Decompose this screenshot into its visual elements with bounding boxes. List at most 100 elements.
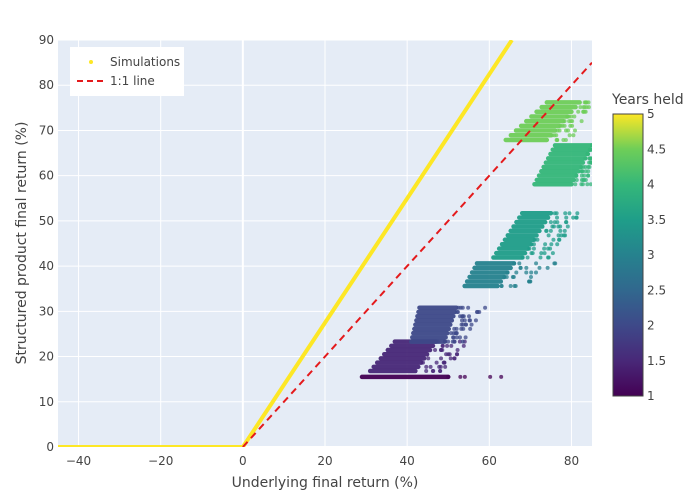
sim-point: [458, 374, 463, 379]
sim-point: [512, 261, 517, 266]
sim-point: [510, 274, 515, 279]
sim-point: [567, 211, 572, 216]
sim-point: [586, 169, 591, 174]
legend-label-simulations: Simulations: [110, 55, 180, 69]
sim-point: [558, 123, 563, 128]
sim-point: [579, 119, 584, 124]
sim-point: [499, 284, 504, 289]
colorbar-bar: [612, 113, 644, 397]
sim-point: [424, 364, 429, 369]
sim-point: [553, 261, 558, 266]
sim-point: [434, 360, 439, 365]
sim-point: [463, 322, 468, 327]
sim-point: [543, 242, 548, 247]
sim-point: [532, 237, 537, 242]
legend-label-one-to-one: 1:1 line: [110, 74, 155, 88]
sim-point: [558, 228, 563, 233]
sim-point: [437, 364, 442, 369]
sim-point: [581, 105, 586, 110]
legend: Simulations 1:1 line: [70, 47, 184, 96]
sim-point: [446, 374, 451, 379]
sim-point: [550, 224, 555, 229]
sim-point: [529, 251, 534, 256]
data-layer: [58, 40, 592, 447]
sim-point: [539, 251, 544, 256]
sim-point: [463, 335, 468, 340]
colorbar-tick-label: 1.5: [647, 354, 666, 368]
sim-point: [475, 309, 480, 314]
sim-point: [579, 164, 584, 169]
sim-point: [558, 224, 563, 229]
sim-point: [443, 364, 448, 369]
x-tick-labels: −40 −20 0 20 40 60 80: [66, 454, 579, 468]
sim-point: [449, 343, 454, 348]
sim-point: [552, 211, 557, 216]
x-tick-label: 20: [317, 454, 332, 468]
one-to-one-line: [242, 61, 592, 447]
sim-point: [546, 255, 551, 260]
sim-point: [461, 314, 466, 319]
sim-point: [448, 356, 453, 361]
y-tick-label: 80: [39, 78, 54, 92]
sim-point: [454, 331, 459, 336]
y-tick-label: 60: [39, 169, 54, 183]
sim-point: [589, 160, 592, 165]
sim-point: [473, 318, 478, 323]
sim-point: [456, 305, 461, 310]
colorbar-title: Years held: [611, 92, 684, 108]
sim-point: [548, 228, 553, 233]
colorbar-tick-label: 4.5: [647, 142, 666, 156]
x-tick-label: 60: [482, 454, 497, 468]
sim-point: [562, 123, 567, 128]
sim-point: [562, 119, 567, 124]
legend-box: [70, 47, 184, 96]
sim-point: [461, 322, 466, 327]
colorbar-tick-label: 2.5: [647, 283, 666, 297]
sim-point: [525, 255, 530, 260]
y-tick-label: 70: [39, 123, 54, 137]
sim-point: [588, 182, 592, 187]
sim-point: [426, 356, 431, 361]
colorbar-tick-label: 2: [647, 319, 655, 333]
sim-point: [504, 274, 509, 279]
cluster-4-5-years: [503, 100, 591, 143]
x-tick-label: 80: [564, 454, 579, 468]
cluster-3-5-years: [491, 210, 580, 260]
sim-point: [578, 105, 583, 110]
sim-point: [569, 114, 574, 119]
sim-point: [555, 215, 560, 220]
colorbar-tick-label: 4: [647, 178, 655, 192]
x-axis-title: Underlying final return (%): [232, 475, 419, 491]
cluster-4-years: [532, 143, 592, 187]
sim-point: [467, 314, 472, 319]
cluster-1-years: [359, 374, 504, 380]
sim-point: [438, 369, 443, 374]
sim-point: [574, 215, 579, 220]
colorbar-tick-label: 1: [647, 389, 655, 403]
sim-point: [546, 246, 551, 251]
y-tick-label: 0: [46, 440, 54, 454]
sim-point: [549, 242, 554, 247]
sim-point: [483, 305, 488, 310]
sim-point: [534, 261, 539, 266]
sim-point: [571, 215, 576, 220]
sim-point: [431, 369, 436, 374]
sim-point: [582, 109, 587, 114]
sim-point: [454, 352, 459, 357]
sim-point: [555, 137, 560, 142]
sim-point: [452, 326, 457, 331]
sim-point: [572, 128, 577, 133]
sim-point: [564, 220, 569, 225]
sim-point: [573, 182, 578, 187]
sim-point: [548, 220, 553, 225]
sim-point: [551, 237, 556, 242]
sim-point: [545, 265, 550, 270]
sim-point: [574, 173, 579, 178]
sim-point: [544, 228, 549, 233]
sim-point: [466, 305, 471, 310]
sim-point: [524, 270, 529, 275]
sim-point: [585, 182, 590, 187]
cluster-2-years: [409, 305, 488, 344]
sim-point: [533, 270, 538, 275]
